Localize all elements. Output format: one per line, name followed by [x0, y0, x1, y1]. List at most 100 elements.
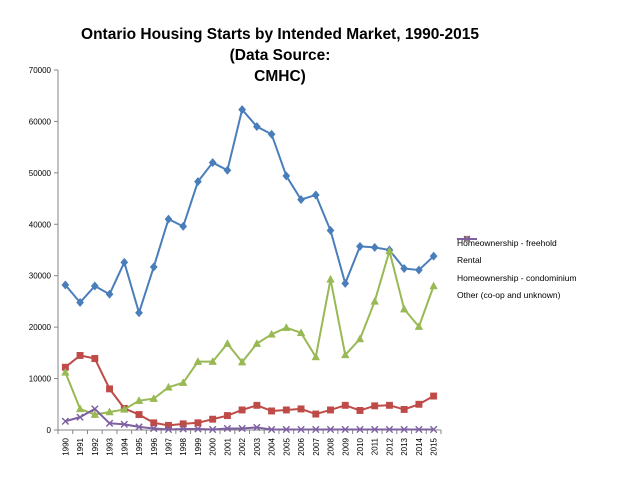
data-point — [429, 251, 438, 261]
data-point — [356, 241, 364, 251]
data-point — [238, 105, 247, 115]
data-point — [193, 357, 203, 365]
data-point — [76, 297, 85, 308]
data-point — [429, 425, 438, 434]
data-point — [179, 221, 188, 231]
data-point — [237, 357, 247, 366]
data-point — [238, 424, 246, 433]
data-point — [385, 246, 394, 255]
data-point — [400, 263, 409, 274]
x-tick-label: 2007 — [312, 437, 321, 455]
data-point — [105, 289, 114, 299]
chart-title: Ontario Housing Starts by Intended Marke… — [60, 24, 500, 87]
data-point — [164, 382, 173, 391]
data-point — [150, 419, 158, 427]
data-point — [282, 406, 290, 414]
data-point — [61, 367, 70, 376]
data-point — [208, 157, 217, 168]
y-tick-label: 60000 — [29, 117, 52, 126]
y-tick-label: 20000 — [29, 323, 52, 332]
legend-label: Homeownership - condominium — [457, 272, 577, 283]
data-point — [415, 425, 423, 434]
data-point — [223, 165, 232, 175]
data-point — [312, 410, 320, 418]
data-point — [194, 419, 202, 427]
data-point — [194, 177, 202, 187]
data-point — [149, 394, 158, 402]
x-tick-label: 2008 — [327, 437, 336, 455]
x-tick-label: 1995 — [135, 437, 144, 455]
data-point — [223, 412, 231, 420]
data-point — [311, 190, 320, 200]
data-point — [75, 404, 85, 413]
data-point — [223, 424, 232, 433]
data-point — [238, 406, 246, 414]
x-tick-label: 1997 — [164, 437, 173, 455]
x-tick-label: 1994 — [120, 437, 129, 455]
data-point — [91, 355, 99, 362]
x-tick-label: 2010 — [356, 437, 365, 455]
chart-legend: Homeownership - freehold Rental Homeowners… — [457, 234, 577, 304]
series-line — [64, 250, 435, 416]
legend-label: Rental — [457, 255, 482, 266]
data-point — [120, 420, 128, 429]
data-point — [76, 351, 84, 359]
data-point — [355, 334, 365, 343]
data-point — [120, 404, 129, 413]
data-point — [385, 425, 394, 434]
data-point — [371, 425, 379, 434]
data-point — [135, 411, 143, 419]
data-point — [312, 425, 320, 434]
x-tick-label: 1998 — [179, 437, 188, 455]
data-point — [282, 323, 291, 331]
data-point — [252, 339, 262, 347]
legend-label: Other (co-op and unknown) — [457, 290, 561, 301]
data-point — [149, 262, 158, 272]
data-point — [311, 352, 321, 361]
data-point — [105, 419, 114, 428]
x-tick-label: 2006 — [297, 437, 306, 455]
x-tick-label: 1996 — [150, 437, 159, 455]
chart-title-line-1: Ontario Housing Starts by Intended Marke… — [81, 26, 479, 64]
data-point — [296, 328, 306, 337]
data-point — [135, 423, 143, 431]
data-point — [370, 296, 379, 305]
data-point — [179, 425, 187, 433]
data-point — [120, 257, 129, 267]
data-point — [341, 350, 350, 359]
data-point — [106, 385, 114, 393]
data-point — [341, 401, 349, 409]
data-point — [208, 425, 217, 434]
data-point — [371, 402, 379, 410]
data-point — [297, 405, 305, 413]
y-tick-label: 70000 — [29, 66, 52, 75]
data-point — [90, 281, 99, 291]
y-tick-label: 40000 — [29, 220, 52, 229]
data-point — [414, 322, 424, 330]
data-point — [76, 413, 84, 421]
data-point — [282, 171, 291, 181]
series-line — [64, 108, 435, 314]
data-point — [356, 425, 364, 434]
data-point — [61, 280, 70, 290]
data-point — [385, 401, 393, 409]
data-point — [150, 424, 158, 433]
x-tick-label: 2005 — [282, 437, 291, 455]
x-tick-label: 2011 — [371, 437, 380, 455]
legend-label: Homeownership - freehold — [457, 237, 557, 248]
data-point — [164, 214, 173, 224]
data-point — [253, 423, 261, 432]
data-point — [297, 195, 305, 205]
data-point — [400, 405, 408, 413]
data-point — [327, 406, 334, 414]
data-point — [341, 278, 350, 289]
data-point — [91, 405, 99, 413]
x-tick-label: 1992 — [91, 437, 100, 455]
data-point — [90, 410, 100, 418]
x-tick-label: 2002 — [238, 437, 247, 455]
data-point — [61, 417, 70, 425]
x-tick-label: 1999 — [194, 437, 203, 455]
x-tick-label: 2004 — [268, 437, 277, 455]
data-point — [194, 425, 202, 433]
